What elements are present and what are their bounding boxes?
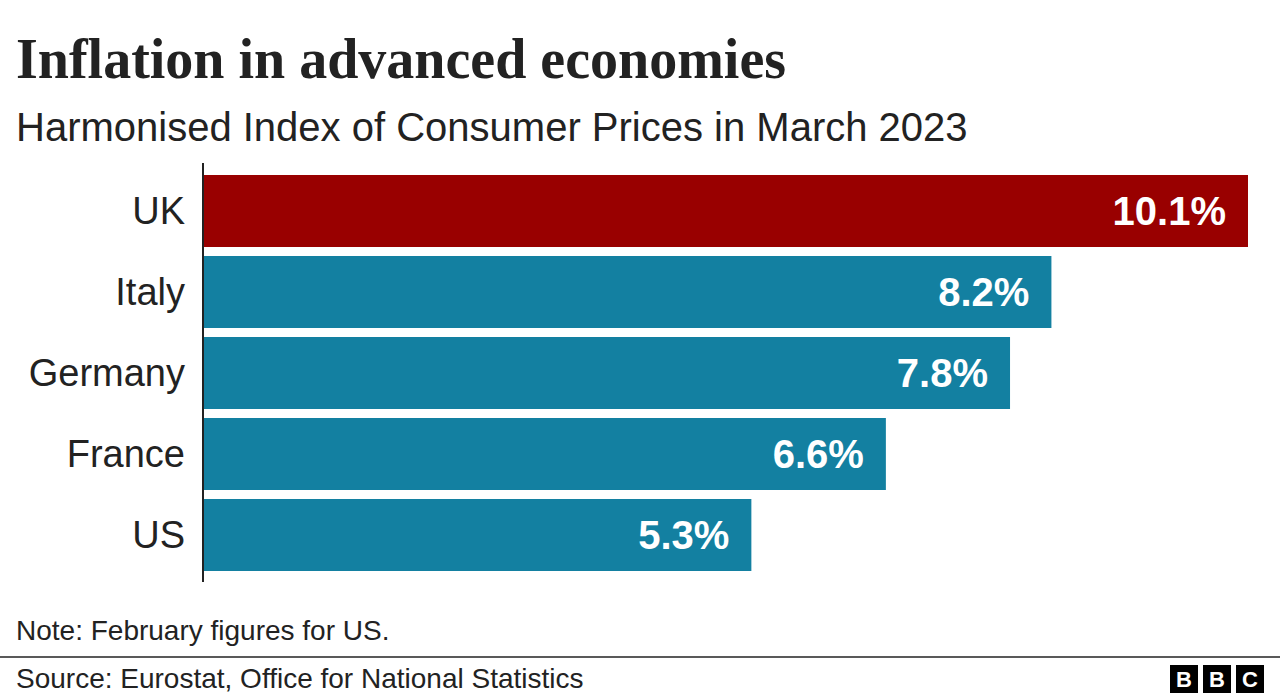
chart: Inflation in advanced economies Harmonise…: [0, 0, 1280, 700]
logo-letter: B: [1176, 667, 1192, 692]
logo-box: [1203, 665, 1231, 693]
bar: [203, 499, 751, 571]
category-label: Italy: [115, 271, 185, 313]
category-label: France: [67, 433, 185, 475]
title: Inflation in advanced economies: [16, 28, 786, 90]
data-label: 8.2%: [938, 270, 1029, 314]
data-label: 5.3%: [638, 513, 729, 557]
data-label: 10.1%: [1113, 189, 1226, 233]
background: [0, 0, 1280, 700]
category-label: US: [132, 514, 185, 556]
bar: [203, 337, 1010, 409]
data-label: 6.6%: [773, 432, 864, 476]
bar: [203, 418, 886, 490]
axis-line: [202, 163, 204, 582]
bar: [203, 175, 1248, 247]
logo-letter: C: [1242, 667, 1258, 692]
category-label: Germany: [29, 352, 185, 394]
bar: [203, 256, 1051, 328]
labels: 10.1% UK 8.2% Italy 7.8% Germany 6.6% France 5.3…: [29, 189, 1226, 557]
source: Source: Eurostat, Office for National St…: [16, 663, 584, 694]
logo-letter: B: [1209, 667, 1225, 692]
logo-box: [1236, 665, 1264, 693]
subtitle: Harmonised Index of Consumer Prices in M…: [16, 105, 968, 149]
bars: [203, 175, 1248, 571]
footer-rule: [0, 656, 1280, 658]
note: Note: February figures for US.: [16, 615, 389, 646]
logo-box: [1170, 665, 1198, 693]
category-label: UK: [132, 190, 185, 232]
data-label: 7.8%: [897, 351, 988, 395]
